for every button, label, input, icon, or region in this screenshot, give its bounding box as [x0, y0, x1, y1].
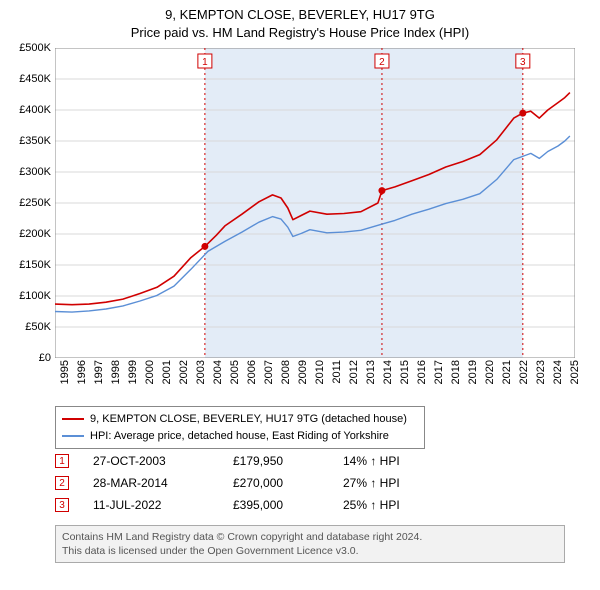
x-tick-label: 2000 — [144, 360, 156, 384]
sale-price-2: £270,000 — [233, 476, 343, 490]
x-tick-label: 2012 — [348, 360, 360, 384]
svg-text:3: 3 — [520, 57, 526, 68]
x-tick-label: 2015 — [399, 360, 411, 384]
sale-price-1: £179,950 — [233, 454, 343, 468]
legend-label-2: HPI: Average price, detached house, East… — [90, 428, 389, 445]
x-tick-label: 2010 — [314, 360, 326, 384]
sale-date-2: 28-MAR-2014 — [93, 476, 233, 490]
x-tick-label: 2019 — [467, 360, 479, 384]
sales-row-2: 2 28-MAR-2014 £270,000 27% ↑ HPI — [55, 472, 443, 494]
x-tick-label: 2007 — [263, 360, 275, 384]
y-tick-label: £0 — [1, 352, 51, 364]
y-tick-label: £100K — [1, 290, 51, 302]
x-tick-label: 2014 — [382, 360, 394, 384]
legend-row-2: HPI: Average price, detached house, East… — [62, 428, 418, 445]
y-tick-label: £200K — [1, 228, 51, 240]
sales-row-1: 1 27-OCT-2003 £179,950 14% ↑ HPI — [55, 450, 443, 472]
sale-pct-1: 14% ↑ HPI — [343, 454, 443, 468]
x-tick-label: 2021 — [501, 360, 513, 384]
license-line-1: Contains HM Land Registry data © Crown c… — [62, 530, 558, 544]
x-tick-label: 1999 — [127, 360, 139, 384]
x-tick-label: 1995 — [59, 360, 71, 384]
x-tick-label: 1996 — [76, 360, 88, 384]
x-tick-label: 2006 — [246, 360, 258, 384]
x-tick-label: 2016 — [416, 360, 428, 384]
x-tick-label: 2003 — [195, 360, 207, 384]
chart-svg: 1 2 3 — [55, 48, 575, 358]
svg-text:1: 1 — [202, 57, 208, 68]
sale-date-1: 27-OCT-2003 — [93, 454, 233, 468]
y-tick-label: £400K — [1, 104, 51, 116]
title-line-2: Price paid vs. HM Land Registry's House … — [0, 24, 600, 42]
sale-marker-1: 1 — [55, 454, 69, 468]
legend-box: 9, KEMPTON CLOSE, BEVERLEY, HU17 9TG (de… — [55, 406, 425, 449]
x-tick-label: 2005 — [229, 360, 241, 384]
x-tick-label: 2011 — [331, 360, 343, 384]
chart-area: 123 £0£50K£100K£150K£200K£250K£300K£350K… — [55, 48, 575, 358]
y-tick-label: £350K — [1, 135, 51, 147]
x-tick-label: 2008 — [280, 360, 292, 384]
y-tick-label: £450K — [1, 73, 51, 85]
x-tick-label: 2022 — [518, 360, 530, 384]
x-tick-label: 2023 — [535, 360, 547, 384]
sale-marker-2: 2 — [55, 476, 69, 490]
license-box: Contains HM Land Registry data © Crown c… — [55, 525, 565, 563]
sales-row-3: 3 11-JUL-2022 £395,000 25% ↑ HPI — [55, 494, 443, 516]
x-tick-label: 2024 — [552, 360, 564, 384]
license-line-2: This data is licensed under the Open Gov… — [62, 544, 558, 558]
legend-row-1: 9, KEMPTON CLOSE, BEVERLEY, HU17 9TG (de… — [62, 411, 418, 428]
svg-text:2: 2 — [379, 57, 385, 68]
x-tick-label: 2013 — [365, 360, 377, 384]
legend-swatch-1 — [62, 418, 84, 420]
sale-pct-3: 25% ↑ HPI — [343, 498, 443, 512]
x-tick-label: 2018 — [450, 360, 462, 384]
sales-table: 1 27-OCT-2003 £179,950 14% ↑ HPI 2 28-MA… — [55, 450, 443, 516]
x-tick-label: 2009 — [297, 360, 309, 384]
x-tick-label: 2001 — [161, 360, 173, 384]
y-tick-label: £250K — [1, 197, 51, 209]
x-tick-label: 1998 — [110, 360, 122, 384]
x-tick-label: 2004 — [212, 360, 224, 384]
legend-swatch-2 — [62, 435, 84, 437]
x-tick-label: 2020 — [484, 360, 496, 384]
y-tick-label: £50K — [1, 321, 51, 333]
x-tick-label: 1997 — [93, 360, 105, 384]
y-tick-label: £150K — [1, 259, 51, 271]
y-tick-label: £300K — [1, 166, 51, 178]
sale-pct-2: 27% ↑ HPI — [343, 476, 443, 490]
sale-price-3: £395,000 — [233, 498, 343, 512]
title-line-1: 9, KEMPTON CLOSE, BEVERLEY, HU17 9TG — [0, 6, 600, 24]
x-tick-label: 2025 — [569, 360, 581, 384]
sale-date-3: 11-JUL-2022 — [93, 498, 233, 512]
x-tick-label: 2017 — [433, 360, 445, 384]
sale-marker-3: 3 — [55, 498, 69, 512]
chart-title-block: 9, KEMPTON CLOSE, BEVERLEY, HU17 9TG Pri… — [0, 0, 600, 42]
y-tick-label: £500K — [1, 42, 51, 54]
x-tick-label: 2002 — [178, 360, 190, 384]
legend-label-1: 9, KEMPTON CLOSE, BEVERLEY, HU17 9TG (de… — [90, 411, 407, 428]
